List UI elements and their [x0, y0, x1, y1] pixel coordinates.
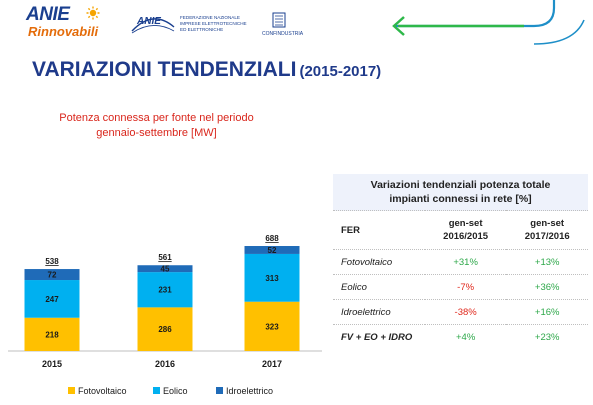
page-title: VARIAZIONI TENDENZIALI (2015-2017) — [32, 58, 381, 82]
legend-label: Fotovoltaico — [78, 386, 127, 396]
row-name: FV + EO + IDRO — [341, 331, 413, 343]
column-header-fer: FER — [333, 210, 425, 250]
bar-fotovoltaico-2016 — [137, 307, 193, 351]
table-title: Variazioni tendenziali potenza totale im… — [333, 174, 588, 211]
legend-swatch — [216, 387, 223, 394]
confindustria-logo: CONFINDUSTRIA — [262, 12, 303, 40]
x-tick-label: 2017 — [262, 359, 282, 369]
table-title-line1: Variazioni tendenziali potenza totale — [370, 179, 551, 191]
bar-eolico-2017 — [244, 253, 300, 302]
bar-eolico-2016 — [137, 272, 193, 308]
table-row: Eolico -7% +36% — [333, 274, 588, 300]
row-value-2016-2015: +4% — [455, 331, 476, 343]
bar-eolico-2015 — [24, 280, 80, 318]
row-name: Idroelettrico — [333, 299, 425, 325]
bar-fotovoltaico-2015 — [24, 317, 80, 351]
total-label: 688 — [265, 234, 279, 243]
x-tick-label: 2016 — [155, 359, 175, 369]
variations-table: Variazioni tendenziali potenza totale im… — [333, 174, 588, 358]
legend-swatch — [68, 387, 75, 394]
anie-rinnovabili-logo: ANIE Rinnovabili — [26, 4, 106, 42]
row-name: Eolico — [333, 274, 425, 300]
stacked-bar-chart: 218 247 72 538 2015 286 231 45 561 2016 323 313 52 68… — [8, 234, 322, 396]
data-label: 218 — [45, 330, 59, 339]
anie-federation-logo: ANIE FEDERAZIONE NAZIONALE IMPRESE ELETT… — [130, 13, 250, 37]
data-label: 247 — [45, 295, 59, 304]
column-header-2017-2016: gen-set 2017/2016 — [506, 210, 588, 250]
table-row-total: FV + EO + IDRO +4% +23% — [333, 325, 588, 350]
page-title-years: (2015-2017) — [299, 63, 382, 80]
chart-title-line2: gennaio-settembre [MW] — [96, 127, 217, 139]
table-row: Fotovoltaico +31% +13% — [333, 249, 588, 275]
decorative-arrow-icon — [392, 0, 585, 45]
row-value-2016-2015: +31% — [424, 249, 507, 275]
chart-title-line1: Potenza connessa per fonte nel periodo — [59, 112, 254, 124]
column-header-2016-2015: gen-set 2016/2015 — [424, 210, 507, 250]
federation-mark-text: ANIE — [137, 16, 161, 27]
legend-label: Eolico — [163, 386, 188, 396]
federation-name: FEDERAZIONE NAZIONALE IMPRESE ELETTROTEC… — [180, 15, 247, 32]
total-label: 538 — [45, 257, 59, 266]
data-label: 45 — [161, 265, 170, 274]
legend-swatch — [153, 387, 160, 394]
bar-idroelettrico-2016 — [137, 265, 193, 273]
bar-idroelettrico-2017 — [244, 246, 300, 254]
table-row: Idroelettrico -38% +16% — [333, 299, 588, 325]
data-label: 231 — [158, 286, 172, 295]
data-label: 323 — [265, 322, 279, 331]
logo-anie-text: ANIE — [26, 4, 70, 25]
row-value-2016-2015: -7% — [424, 274, 507, 300]
row-name: Fotovoltaico — [333, 249, 425, 275]
row-value-2017-2016: +13% — [506, 249, 588, 275]
slide-header: ANIE Rinnovabili ANIE FEDERAZIONE NAZION… — [0, 0, 593, 46]
bar-idroelettrico-2015 — [24, 269, 80, 281]
federation-mark-icon — [131, 18, 175, 34]
sun-icon — [86, 6, 100, 20]
legend-label: Idroelettrico — [226, 386, 273, 396]
row-value-2016-2015: -38% — [424, 299, 507, 325]
data-label: 72 — [48, 271, 57, 280]
bar-fotovoltaico-2017 — [244, 301, 300, 351]
data-label: 313 — [265, 274, 279, 283]
confindustria-text: CONFINDUSTRIA — [262, 31, 304, 37]
confindustria-emblem-icon — [272, 12, 286, 28]
total-label: 561 — [158, 253, 172, 262]
row-value-2017-2016: +36% — [506, 274, 588, 300]
page-title-main: VARIAZIONI TENDENZIALI — [32, 58, 297, 81]
x-tick-label: 2015 — [42, 359, 62, 369]
data-label: 52 — [268, 246, 277, 255]
logo-rinnovabili-text: Rinnovabili — [28, 24, 99, 39]
data-label: 286 — [158, 325, 172, 334]
row-value-2017-2016: +23% — [534, 331, 560, 343]
table-title-line2: impianti connessi in rete [%] — [389, 193, 532, 205]
row-value-2017-2016: +16% — [506, 299, 588, 325]
